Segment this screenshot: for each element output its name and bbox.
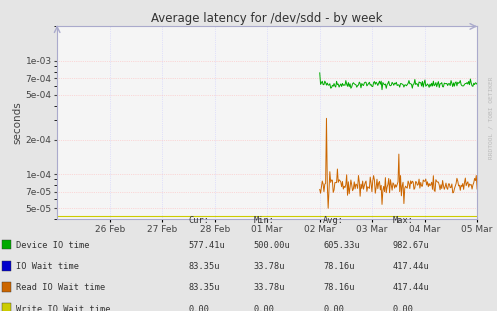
Text: Min:: Min: xyxy=(253,216,274,225)
Y-axis label: seconds: seconds xyxy=(13,101,23,144)
Text: Max:: Max: xyxy=(393,216,414,225)
Text: 417.44u: 417.44u xyxy=(393,262,429,271)
Text: 78.16u: 78.16u xyxy=(323,262,354,271)
Text: 982.67u: 982.67u xyxy=(393,241,429,250)
Text: 577.41u: 577.41u xyxy=(189,241,226,250)
Text: RRDTOOL / TOBI OETIKER: RRDTOOL / TOBI OETIKER xyxy=(489,77,494,160)
Text: 500.00u: 500.00u xyxy=(253,241,290,250)
Text: 83.35u: 83.35u xyxy=(189,284,220,292)
Text: 0.00: 0.00 xyxy=(253,305,274,311)
Text: Write IO Wait time: Write IO Wait time xyxy=(16,305,111,311)
Text: Device IO time: Device IO time xyxy=(16,241,90,250)
Text: 0.00: 0.00 xyxy=(323,305,344,311)
Text: 33.78u: 33.78u xyxy=(253,262,285,271)
Text: Avg:: Avg: xyxy=(323,216,344,225)
Text: 417.44u: 417.44u xyxy=(393,284,429,292)
Text: 83.35u: 83.35u xyxy=(189,262,220,271)
Text: 33.78u: 33.78u xyxy=(253,284,285,292)
Text: 78.16u: 78.16u xyxy=(323,284,354,292)
Text: IO Wait time: IO Wait time xyxy=(16,262,80,271)
Text: 0.00: 0.00 xyxy=(189,305,210,311)
Text: Cur:: Cur: xyxy=(189,216,210,225)
Text: 605.33u: 605.33u xyxy=(323,241,360,250)
Text: Read IO Wait time: Read IO Wait time xyxy=(16,284,106,292)
Text: 0.00: 0.00 xyxy=(393,305,414,311)
Title: Average latency for /dev/sdd - by week: Average latency for /dev/sdd - by week xyxy=(152,12,383,25)
